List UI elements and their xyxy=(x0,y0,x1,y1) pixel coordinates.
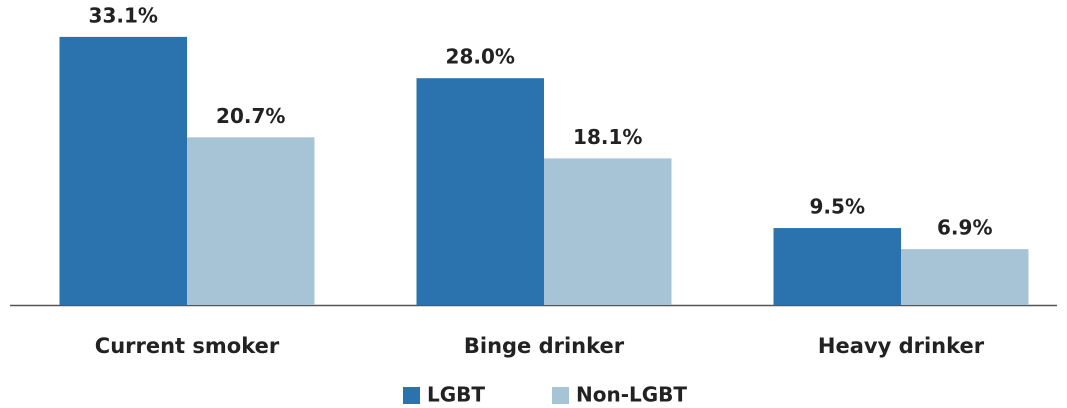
value-label: 9.5% xyxy=(810,195,865,219)
legend-swatch xyxy=(403,387,420,404)
bar xyxy=(901,249,1029,305)
bar xyxy=(416,78,544,305)
category-label: Heavy drinker xyxy=(818,334,985,358)
value-label: 6.9% xyxy=(937,216,992,240)
bar xyxy=(59,36,187,305)
legend-label: LGBT xyxy=(427,383,485,407)
bar xyxy=(187,137,315,305)
legend-label: Non-LGBT xyxy=(576,383,687,407)
value-label: 28.0% xyxy=(446,45,515,69)
category-label: Binge drinker xyxy=(464,334,625,358)
category-label: Current smoker xyxy=(95,334,280,358)
value-label: 33.1% xyxy=(89,3,158,27)
legend-swatch xyxy=(552,387,569,404)
value-label: 18.1% xyxy=(573,125,642,149)
bar xyxy=(544,158,672,305)
value-label: 20.7% xyxy=(216,104,285,128)
bar xyxy=(773,228,901,305)
